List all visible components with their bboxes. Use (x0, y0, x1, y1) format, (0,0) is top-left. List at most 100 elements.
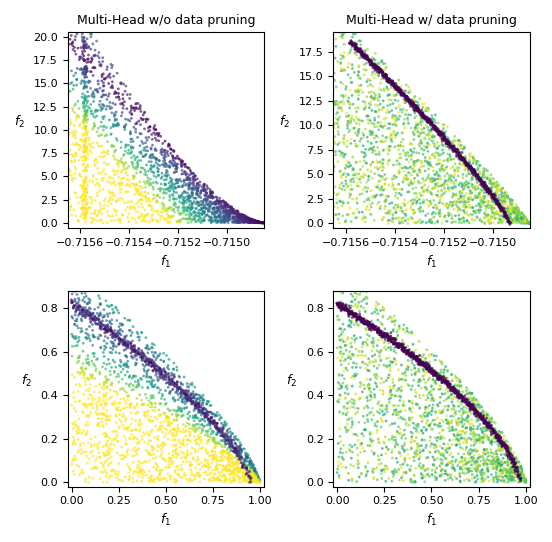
Point (335, 197, 344, 205)
Point (422, 186, 431, 195)
Point (438, 390, 447, 398)
Point (218, 217, 227, 225)
Point (506, 454, 514, 462)
Point (381, 330, 390, 338)
Point (463, 413, 472, 422)
Point (257, 218, 266, 227)
Point (250, 216, 258, 224)
Point (416, 357, 424, 365)
Point (418, 112, 427, 121)
Point (74, 353, 83, 362)
Point (479, 180, 487, 189)
Point (453, 421, 461, 429)
Point (188, 202, 197, 211)
Point (114, 195, 123, 203)
Point (141, 390, 150, 399)
Point (409, 207, 418, 215)
Point (428, 121, 437, 130)
Point (455, 151, 464, 160)
Point (374, 372, 383, 380)
Point (153, 466, 162, 475)
Point (379, 164, 388, 172)
Point (465, 407, 474, 416)
Point (453, 145, 462, 153)
Point (441, 385, 450, 393)
Point (347, 354, 355, 363)
Point (393, 339, 402, 348)
Point (86, 391, 94, 399)
Point (112, 473, 121, 481)
Point (335, 395, 344, 404)
Point (227, 204, 236, 212)
Point (194, 182, 203, 191)
Point (389, 99, 397, 108)
Point (199, 415, 208, 424)
Point (82, 142, 91, 151)
Point (489, 460, 497, 468)
Point (99, 91, 108, 99)
Point (84, 51, 93, 60)
Point (374, 64, 383, 73)
Point (421, 369, 430, 377)
Point (81, 139, 89, 147)
Point (388, 448, 396, 457)
Point (160, 417, 168, 426)
Point (211, 474, 220, 482)
Point (139, 214, 148, 222)
Point (516, 460, 524, 468)
Point (406, 139, 415, 148)
Point (103, 147, 112, 156)
Point (108, 305, 117, 314)
Point (245, 461, 253, 470)
Point (521, 216, 530, 225)
Point (121, 341, 130, 350)
Point (141, 146, 150, 155)
Point (443, 379, 452, 388)
Point (156, 372, 164, 380)
Point (83, 154, 92, 163)
Point (404, 380, 412, 389)
Point (129, 433, 138, 441)
Point (211, 207, 220, 216)
Point (139, 152, 147, 160)
Point (218, 428, 227, 437)
Point (139, 349, 147, 357)
Point (231, 440, 240, 448)
Point (476, 457, 485, 466)
Point (493, 456, 502, 465)
Point (482, 413, 491, 422)
Point (110, 435, 119, 443)
Point (474, 184, 482, 193)
Point (160, 201, 168, 210)
Point (110, 332, 119, 340)
Point (221, 436, 230, 444)
Point (208, 208, 216, 217)
Point (188, 393, 197, 402)
Point (121, 147, 130, 156)
Point (476, 434, 485, 443)
Point (222, 461, 231, 470)
Point (504, 213, 513, 222)
Point (416, 108, 425, 117)
Point (485, 202, 494, 210)
Point (408, 397, 417, 405)
Point (120, 122, 129, 131)
Point (408, 98, 417, 106)
Point (358, 351, 367, 359)
Point (199, 409, 208, 418)
Point (476, 415, 485, 423)
Point (412, 97, 421, 106)
Point (194, 192, 203, 201)
Point (102, 326, 111, 335)
Point (203, 428, 211, 437)
Point (485, 190, 493, 198)
Point (152, 158, 161, 167)
Point (346, 139, 355, 148)
Point (504, 203, 513, 212)
Point (225, 210, 233, 219)
Point (495, 199, 503, 208)
Point (379, 138, 388, 146)
Point (125, 373, 134, 382)
Point (448, 464, 457, 473)
Point (68, 456, 77, 465)
